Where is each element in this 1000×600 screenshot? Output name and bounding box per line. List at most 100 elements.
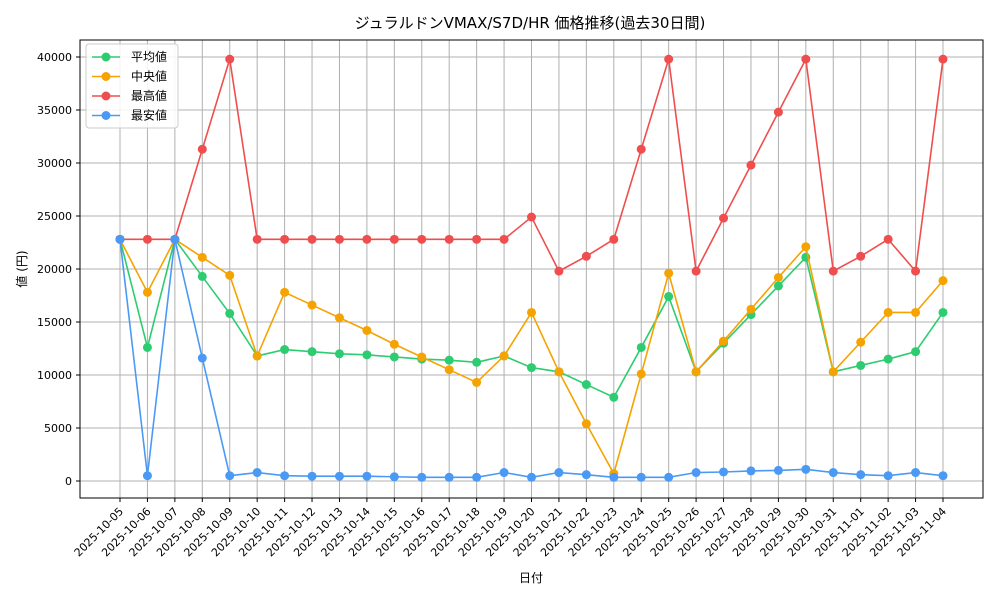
- data-point: [828, 266, 838, 276]
- data-point: [142, 342, 152, 352]
- data-point: [417, 472, 427, 482]
- data-point: [911, 266, 921, 276]
- x-axis-label: 日付: [519, 571, 543, 585]
- data-point: [719, 336, 729, 346]
- data-point: [197, 271, 207, 281]
- data-point: [527, 472, 536, 482]
- data-point: [280, 234, 290, 244]
- data-point: [362, 471, 372, 481]
- data-point: [746, 304, 756, 314]
- data-point: [334, 234, 344, 244]
- data-point: [636, 144, 646, 154]
- data-point: [389, 339, 399, 349]
- data-point: [664, 268, 674, 278]
- data-point: [389, 472, 399, 482]
- data-point: [664, 54, 674, 64]
- data-point: [691, 266, 701, 276]
- data-point: [115, 234, 125, 244]
- data-point: [746, 466, 756, 476]
- data-point: [197, 353, 207, 363]
- y-tick-label: 40000: [37, 51, 72, 64]
- data-point: [334, 349, 344, 359]
- data-point: [334, 471, 344, 481]
- data-point: [883, 307, 893, 317]
- data-point: [362, 350, 372, 360]
- data-point: [444, 472, 454, 482]
- y-tick-label: 15000: [37, 316, 72, 329]
- axes-frame: [79, 39, 984, 499]
- data-point: [938, 307, 948, 317]
- data-point: [856, 251, 866, 261]
- data-point: [856, 337, 866, 347]
- series-最安値: [115, 234, 948, 482]
- data-point: [801, 242, 811, 252]
- data-point: [609, 392, 619, 402]
- legend-marker-icon: [101, 72, 111, 81]
- data-point: [225, 54, 235, 64]
- data-point: [197, 144, 207, 154]
- data-point: [664, 472, 674, 482]
- legend-marker-icon: [101, 52, 111, 62]
- y-tick-label: 25000: [37, 210, 72, 223]
- data-point: [938, 276, 948, 286]
- data-point: [142, 287, 152, 297]
- y-tick-label: 0: [65, 475, 72, 488]
- data-point: [170, 234, 180, 244]
- data-point: [527, 212, 536, 222]
- data-point: [389, 234, 399, 244]
- data-point: [499, 351, 509, 361]
- data-point: [856, 360, 866, 370]
- data-point: [225, 270, 235, 280]
- y-tick-label: 10000: [37, 369, 72, 382]
- data-point: [334, 313, 344, 323]
- data-point: [444, 355, 454, 365]
- series-中央値: [115, 234, 948, 479]
- data-point: [389, 352, 399, 362]
- data-point: [197, 252, 207, 262]
- y-tick-label: 5000: [44, 422, 72, 435]
- data-point: [142, 471, 152, 481]
- data-point: [142, 234, 152, 244]
- data-point: [527, 363, 536, 373]
- legend-label: 平均値: [131, 49, 167, 64]
- data-point: [472, 357, 482, 367]
- legend-marker-icon: [101, 91, 111, 101]
- data-point: [280, 471, 290, 481]
- data-point: [225, 471, 235, 481]
- data-point: [856, 470, 866, 480]
- data-point: [719, 213, 729, 223]
- data-point: [911, 307, 921, 317]
- data-point: [581, 470, 591, 480]
- data-point: [307, 300, 317, 310]
- data-point: [527, 307, 536, 317]
- legend-marker-icon: [101, 111, 111, 120]
- data-point: [307, 347, 317, 357]
- plot-area: 0 5000 10000 15000 20000 25000 30000 35000 40000…: [37, 39, 984, 559]
- y-tick-label: 35000: [37, 104, 72, 117]
- data-point: [444, 365, 454, 375]
- data-point: [609, 472, 619, 482]
- data-point: [636, 369, 646, 379]
- data-point: [554, 367, 564, 377]
- chart-title: ジュラルドンVMAX/S7D/HR 価格推移(過去30日間): [355, 14, 706, 32]
- y-axis-label: 値 (円): [14, 250, 29, 287]
- data-point: [444, 234, 454, 244]
- legend-label: 最高値: [131, 88, 167, 103]
- data-point: [554, 266, 564, 276]
- data-point: [746, 160, 756, 170]
- data-point: [883, 354, 893, 364]
- data-point: [636, 472, 646, 482]
- data-point: [691, 367, 701, 377]
- data-point: [636, 342, 646, 352]
- data-point: [472, 377, 482, 387]
- data-point: [883, 234, 893, 244]
- data-point: [773, 272, 783, 282]
- data-point: [609, 234, 619, 244]
- data-point: [307, 471, 317, 481]
- legend-label: 最安値: [131, 108, 167, 123]
- data-point: [828, 367, 838, 377]
- data-point: [801, 464, 811, 474]
- data-point: [280, 345, 290, 355]
- data-point: [938, 471, 948, 481]
